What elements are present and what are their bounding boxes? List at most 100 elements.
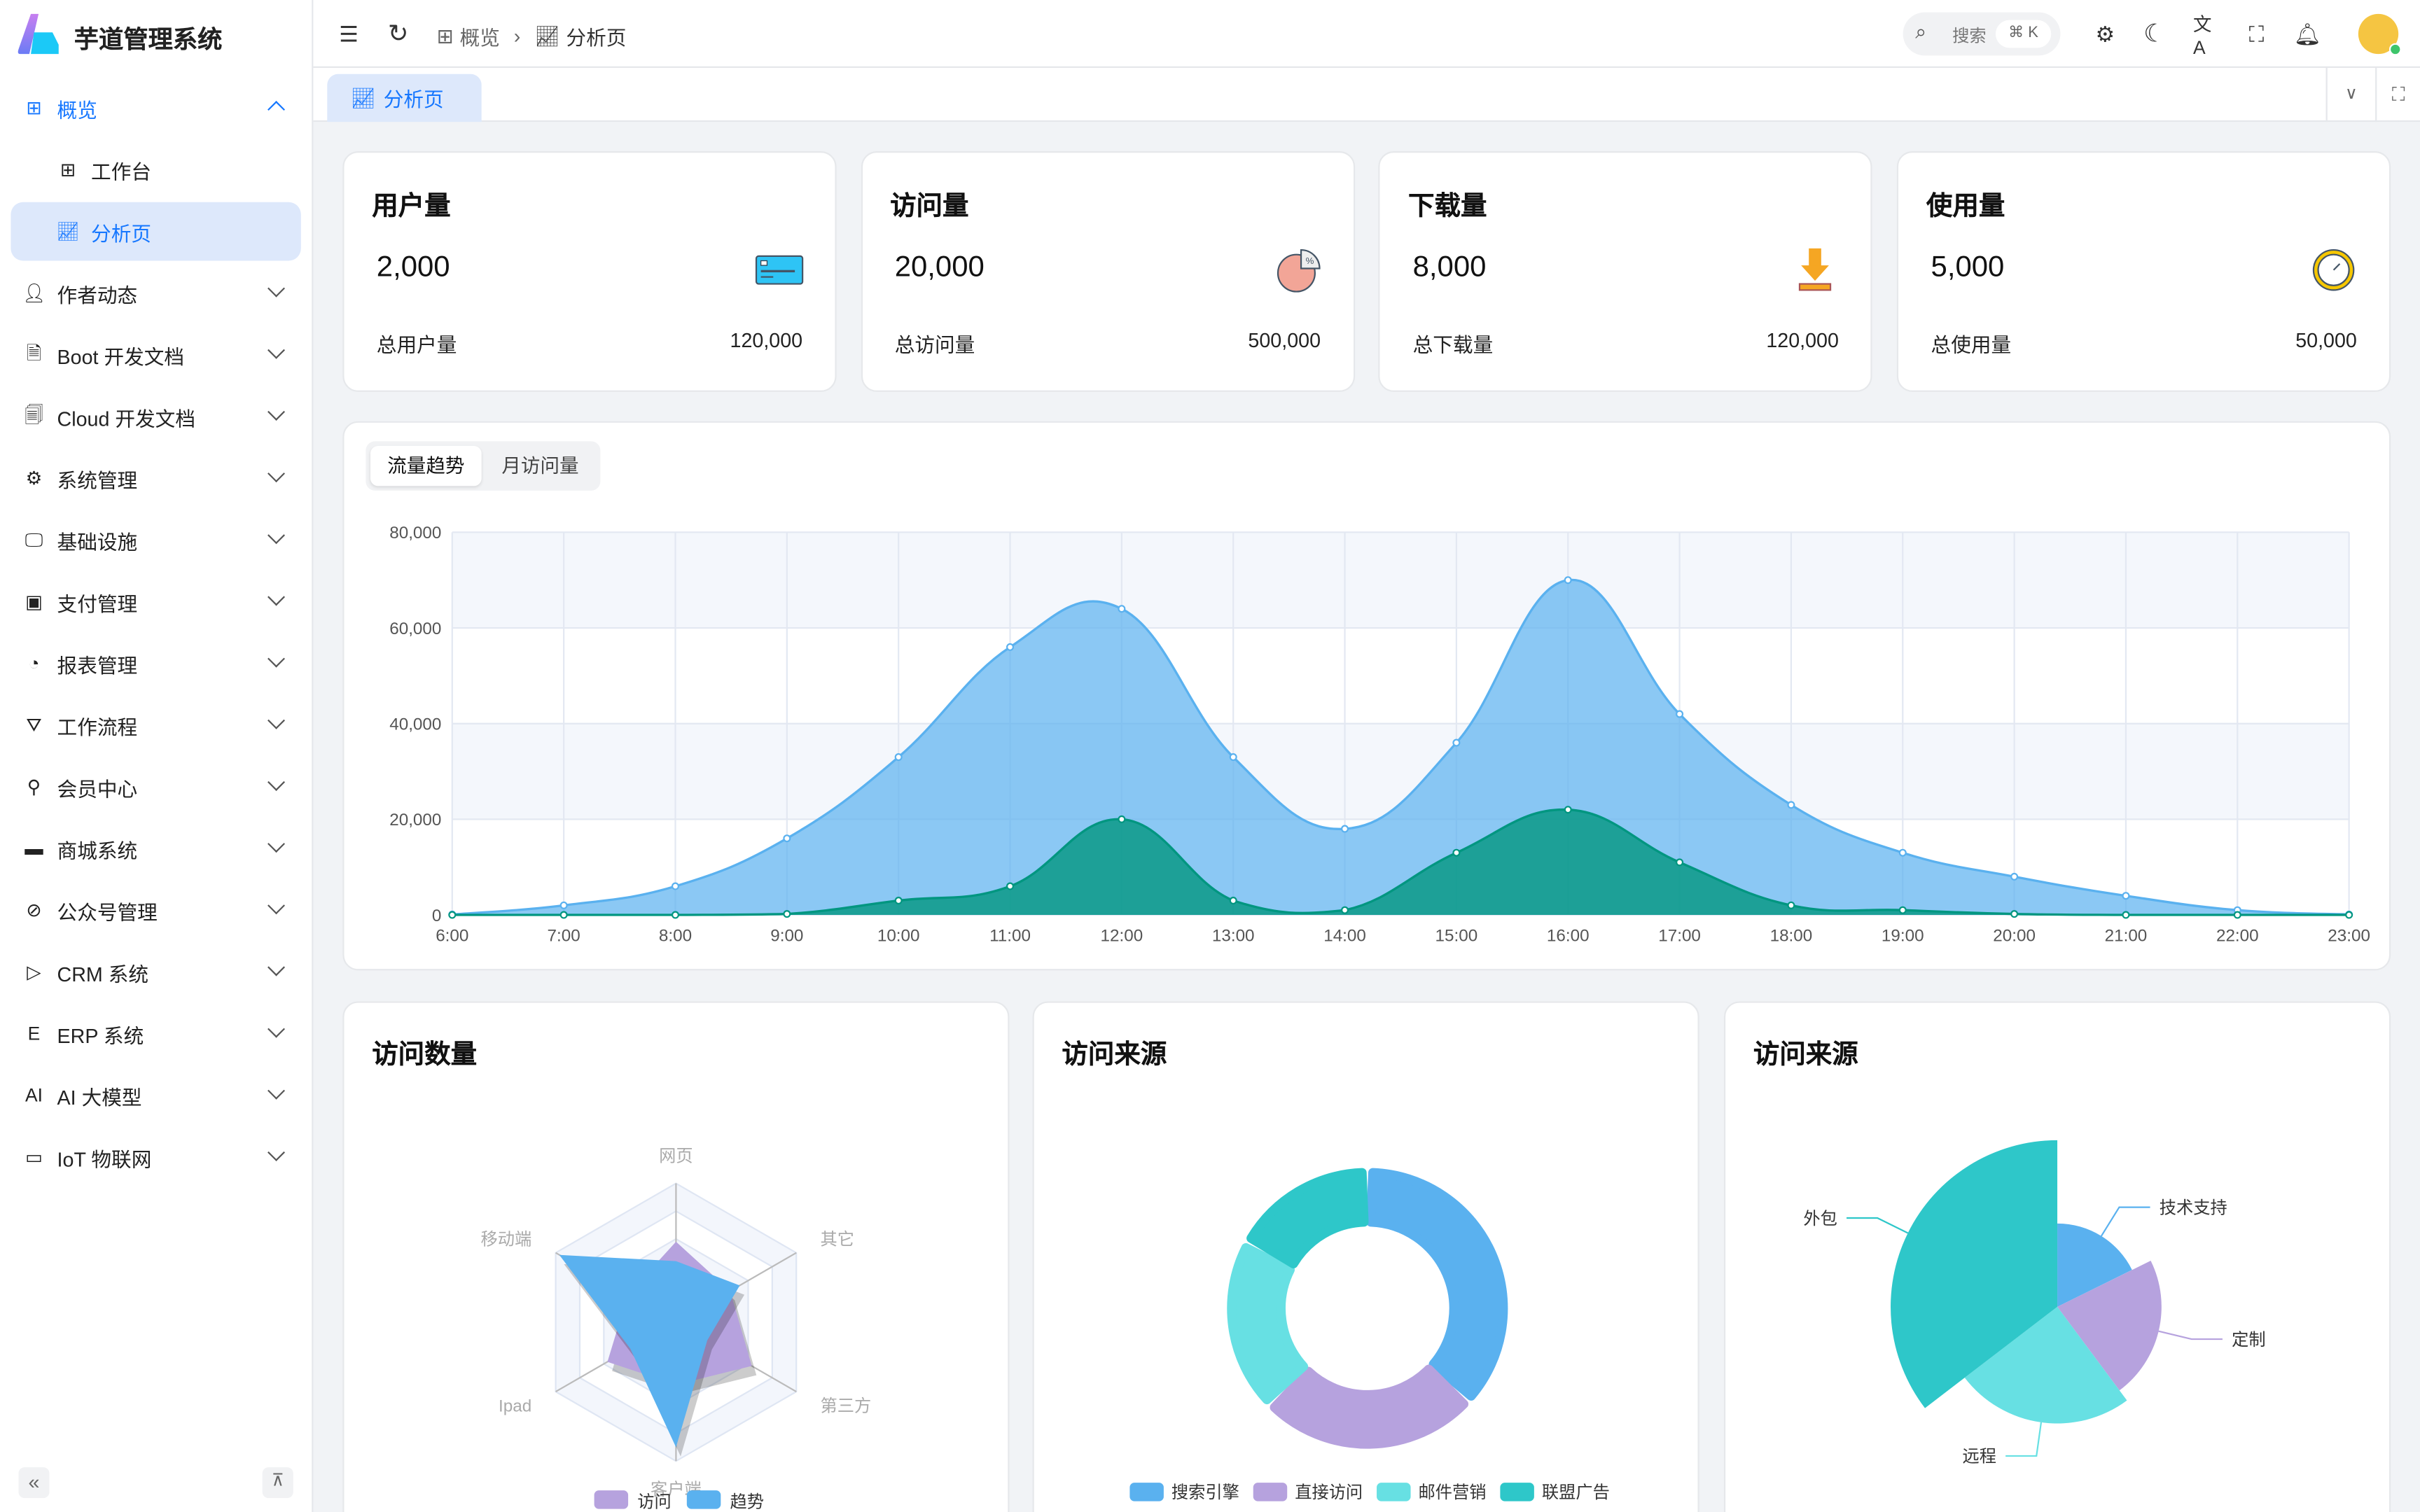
data-point <box>1564 576 1572 584</box>
stat-card: 下载量 8,000 总下载量 120,000 <box>1379 151 1873 392</box>
sidebar-item-label: IoT 物联网 <box>57 1147 152 1170</box>
crm-icon: ▷ <box>27 961 41 983</box>
translate-icon[interactable]: 文A <box>2193 13 2212 58</box>
series-area <box>452 809 2349 916</box>
chevron-down-icon <box>267 897 286 915</box>
stat-total-label: 总访问量 <box>894 333 975 357</box>
chevron-down-icon <box>267 1020 286 1038</box>
grid-band <box>452 532 2349 629</box>
sidebar-item[interactable]: 🗐 Cloud 开发文档 <box>11 387 300 446</box>
collapse-sidebar-icon[interactable]: « <box>18 1467 50 1499</box>
legend-label: 邮件营销 <box>1419 1483 1487 1502</box>
x-tick-label: 23:00 <box>2328 927 2370 946</box>
rose-slice <box>1891 1140 2058 1408</box>
tab-analysis[interactable]: 📈︎ 分析页 <box>327 74 482 122</box>
data-point <box>1787 901 1795 909</box>
credit-card-icon <box>755 255 804 285</box>
stat-total-label: 总用户量 <box>376 333 457 357</box>
chevron-down-icon <box>267 711 286 729</box>
tab-monthly-visits[interactable]: 月访问量 <box>501 455 579 477</box>
moon-icon[interactable]: ☾ <box>2143 21 2166 48</box>
donut-slice <box>1270 1364 1469 1449</box>
sidebar: 芋道管理系统 ⊞ 概览 ⊞ 工作台 📈︎ 分析页 👤︎ 作者动态 🗎 Boot 开发文档 🗐 Clou… <box>0 0 314 1512</box>
search-button[interactable]: ⌕ 搜索 ⌘ K <box>1903 12 2061 56</box>
stat-value: 2,000 <box>376 251 450 284</box>
sidebar-item-label: 公众号管理 <box>57 900 158 924</box>
donut-chart: 搜索引擎 直接访问 邮件营销 联盟广告 <box>1129 1168 1610 1502</box>
data-point <box>1676 710 1684 718</box>
y-tick-label: 40,000 <box>389 715 441 734</box>
workspace-icon: ⊞ <box>60 159 76 181</box>
pie-icon: ◔ <box>28 652 40 675</box>
bell-icon[interactable]: 🔔︎ <box>2293 20 2321 46</box>
radar-series <box>559 1254 740 1448</box>
tab-traffic-trend[interactable]: 流量趋势 <box>370 445 482 486</box>
sidebar-item[interactable]: ⛛ 工作流程 <box>11 696 300 755</box>
sidebar-item[interactable]: AI AI 大模型 <box>11 1066 300 1125</box>
stat-total-label: 总下载量 <box>1412 333 1494 357</box>
gear-icon[interactable]: ⚙ <box>2095 20 2115 46</box>
donut-slice <box>1227 1242 1309 1405</box>
sidebar-item[interactable]: 👤︎ 作者动态 <box>11 264 300 323</box>
sidebar-item-label: 商城系统 <box>57 838 138 862</box>
stat-card: 用户量 2,000 总用户量 120,000 <box>342 151 837 392</box>
stat-card: 使用量 5,000 总使用量 50,000 <box>1897 151 2391 392</box>
legend-label: 搜索引擎 <box>1171 1483 1239 1502</box>
label-leader-line <box>1847 1217 1909 1234</box>
y-tick-label: 60,000 <box>389 620 441 638</box>
x-tick-label: 7:00 <box>548 927 580 946</box>
sidebar-item[interactable]: ▭ IoT 物联网 <box>11 1128 300 1186</box>
online-status-dot <box>2388 43 2402 56</box>
sidebar-item[interactable]: 🖵 基础设施 <box>11 511 300 570</box>
tab-dropdown-icon[interactable]: ∨ <box>2325 67 2376 122</box>
avatar[interactable] <box>2358 13 2402 56</box>
sidebar-item-label: 报表管理 <box>57 653 138 677</box>
sidebar-item[interactable]: ▣ 支付管理 <box>11 573 300 631</box>
data-point <box>1898 906 1907 914</box>
sidebar-item[interactable]: ⊞ 概览 <box>11 78 300 137</box>
document-icon: 🗎 <box>26 342 42 364</box>
data-point <box>1341 825 1349 833</box>
sidebar-item[interactable]: ⚲ 会员中心 <box>11 757 300 816</box>
sidebar-item[interactable]: ⊘ 公众号管理 <box>11 881 300 940</box>
refresh-icon[interactable]: ↻ <box>387 21 409 48</box>
sidebar-item[interactable]: ⚙ 系统管理 <box>11 449 300 507</box>
stat-value: 8,000 <box>1412 251 1487 284</box>
stat-value: 5,000 <box>1931 251 2005 284</box>
data-point <box>783 910 791 918</box>
chevron-down-icon <box>267 526 286 545</box>
donut-slice <box>1246 1168 1369 1268</box>
sidebar-item[interactable]: ⊞ 工作台 <box>11 141 300 200</box>
legend-swatch <box>1253 1483 1288 1502</box>
breadcrumb-item[interactable]: 概览 <box>459 26 500 50</box>
legend-label: 联盟广告 <box>1542 1483 1610 1502</box>
sidebar-item-label: CRM 系统 <box>57 962 149 986</box>
sidebar-item[interactable]: E ERP 系统 <box>11 1004 300 1063</box>
label-leader-line <box>2005 1422 2043 1457</box>
sidebar-item-label: ERP 系统 <box>57 1023 144 1047</box>
sidebar-item[interactable]: ▷ CRM 系统 <box>11 943 300 1002</box>
legend-label: 趋势 <box>730 1492 764 1511</box>
maximize-icon[interactable]: ⛶ <box>2375 67 2420 122</box>
sidebar-item-label: 分析页 <box>91 221 152 245</box>
data-point <box>2345 911 2353 919</box>
card-title: 访问来源 <box>1753 1040 1858 1070</box>
chevron-down-icon <box>267 465 286 483</box>
sidebar-item-label: 工作台 <box>91 160 152 183</box>
sidebar-item-label: 工作流程 <box>57 715 138 738</box>
traffic-trend-card: 流量趋势 月访问量 0 20,000 40,000 60,000 80,000 6:00 7… <box>342 421 2391 971</box>
sidebar-item-label: 基础设施 <box>57 530 138 554</box>
sidebar-item[interactable]: ◔ 报表管理 <box>11 634 300 693</box>
menu-toggle-icon[interactable]: ☰ <box>339 20 359 46</box>
x-tick-label: 13:00 <box>1212 927 1255 946</box>
sidebar-item[interactable]: 📈︎ 分析页 <box>11 202 301 261</box>
app-logo <box>18 13 59 55</box>
sidebar-item[interactable]: ▬ 商城系统 <box>11 819 300 878</box>
radar-axis-label: Ipad <box>499 1397 531 1416</box>
fullscreen-icon[interactable]: ⛶ <box>2248 20 2265 46</box>
bicycle-icon: ⚲ <box>27 776 41 798</box>
sidebar-item[interactable]: 🗎 Boot 开发文档 <box>11 326 300 384</box>
pin-icon[interactable]: ⊼ <box>262 1467 293 1499</box>
